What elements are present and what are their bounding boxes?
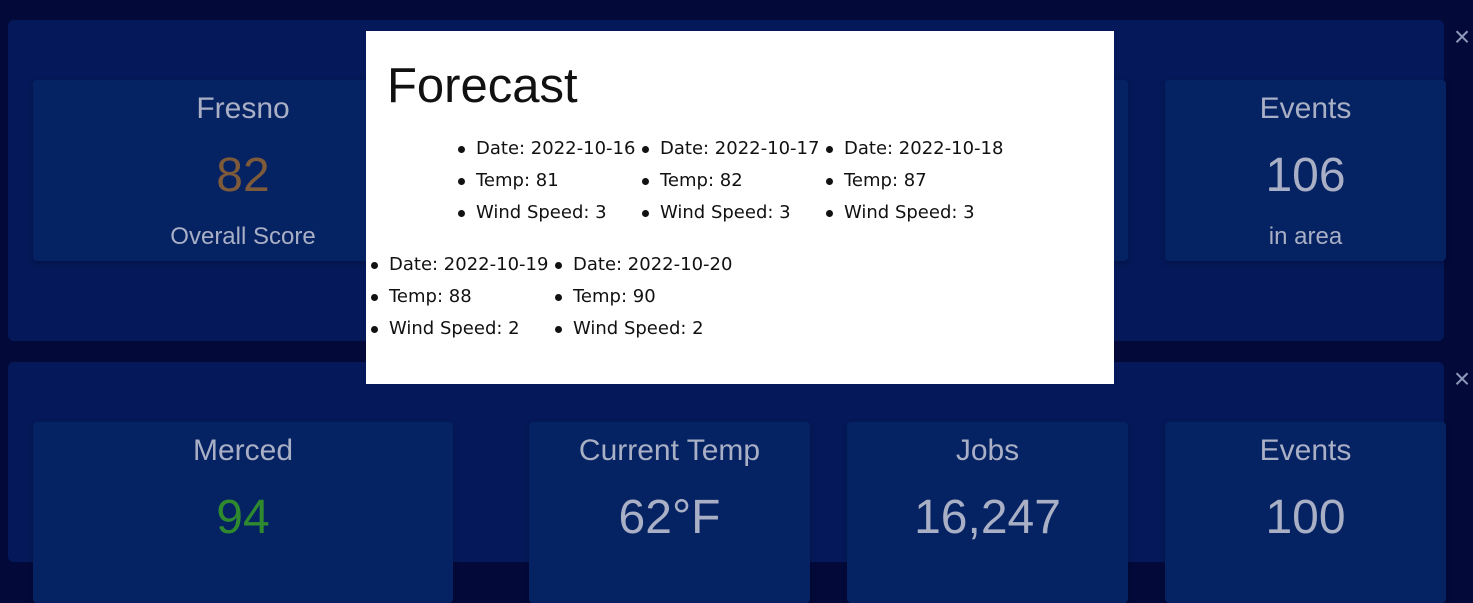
- card-merced-score: Merced 94: [33, 422, 453, 603]
- card-jobs: Jobs 16,247: [847, 422, 1128, 603]
- card-subtitle: in area: [1268, 223, 1343, 250]
- forecast-date: Date: 2022-10-18: [826, 133, 1003, 165]
- card-value: 62°F: [618, 491, 721, 544]
- forecast-modal: Forecast Date: 2022-10-16 Temp: 81 Wind …: [366, 31, 1114, 384]
- card-events: Events 100: [1165, 422, 1446, 603]
- forecast-date: Date: 2022-10-17: [642, 133, 819, 165]
- card-events: Events 106 in area: [1165, 80, 1446, 261]
- close-icon[interactable]: ×: [1453, 363, 1471, 394]
- city-panel-merced: Merced 94 Current Temp 62°F Jobs 16,247 …: [8, 362, 1446, 603]
- card-title: Events: [1259, 92, 1352, 125]
- forecast-temp: Temp: 82: [642, 165, 819, 197]
- card-title: Events: [1259, 434, 1352, 467]
- forecast-date: Date: 2022-10-20: [555, 249, 732, 281]
- forecast-day-list: Date: 2022-10-18 Temp: 87 Wind Speed: 3: [826, 133, 1003, 229]
- forecast-day-list: Date: 2022-10-17 Temp: 82 Wind Speed: 3: [642, 133, 819, 229]
- forecast-temp: Temp: 90: [555, 281, 732, 313]
- forecast-wind: Wind Speed: 3: [642, 197, 819, 229]
- card-subtitle: Overall Score: [170, 223, 316, 250]
- modal-title: Forecast: [387, 59, 578, 113]
- card-current-temp: Current Temp 62°F: [529, 422, 810, 603]
- forecast-wind: Wind Speed: 2: [371, 313, 548, 345]
- card-value: 94: [216, 491, 270, 544]
- forecast-temp: Temp: 87: [826, 165, 1003, 197]
- card-title: Current Temp: [578, 434, 761, 467]
- forecast-date: Date: 2022-10-19: [371, 249, 548, 281]
- card-title: Jobs: [955, 434, 1020, 467]
- forecast-day-list: Date: 2022-10-16 Temp: 81 Wind Speed: 3: [458, 133, 635, 229]
- card-value: 16,247: [914, 491, 1061, 544]
- forecast-wind: Wind Speed: 3: [826, 197, 1003, 229]
- card-value: 100: [1265, 491, 1346, 544]
- forecast-date: Date: 2022-10-16: [458, 133, 635, 165]
- forecast-temp: Temp: 81: [458, 165, 635, 197]
- forecast-wind: Wind Speed: 2: [555, 313, 732, 345]
- close-icon[interactable]: ×: [1453, 21, 1471, 52]
- forecast-wind: Wind Speed: 3: [458, 197, 635, 229]
- card-value: 106: [1265, 149, 1346, 202]
- forecast-day-list: Date: 2022-10-19 Temp: 88 Wind Speed: 2: [371, 249, 548, 345]
- card-title: Merced: [192, 434, 294, 467]
- forecast-temp: Temp: 88: [371, 281, 548, 313]
- card-value: 82: [216, 149, 270, 202]
- card-title: Fresno: [196, 92, 290, 125]
- forecast-day-list: Date: 2022-10-20 Temp: 90 Wind Speed: 2: [555, 249, 732, 345]
